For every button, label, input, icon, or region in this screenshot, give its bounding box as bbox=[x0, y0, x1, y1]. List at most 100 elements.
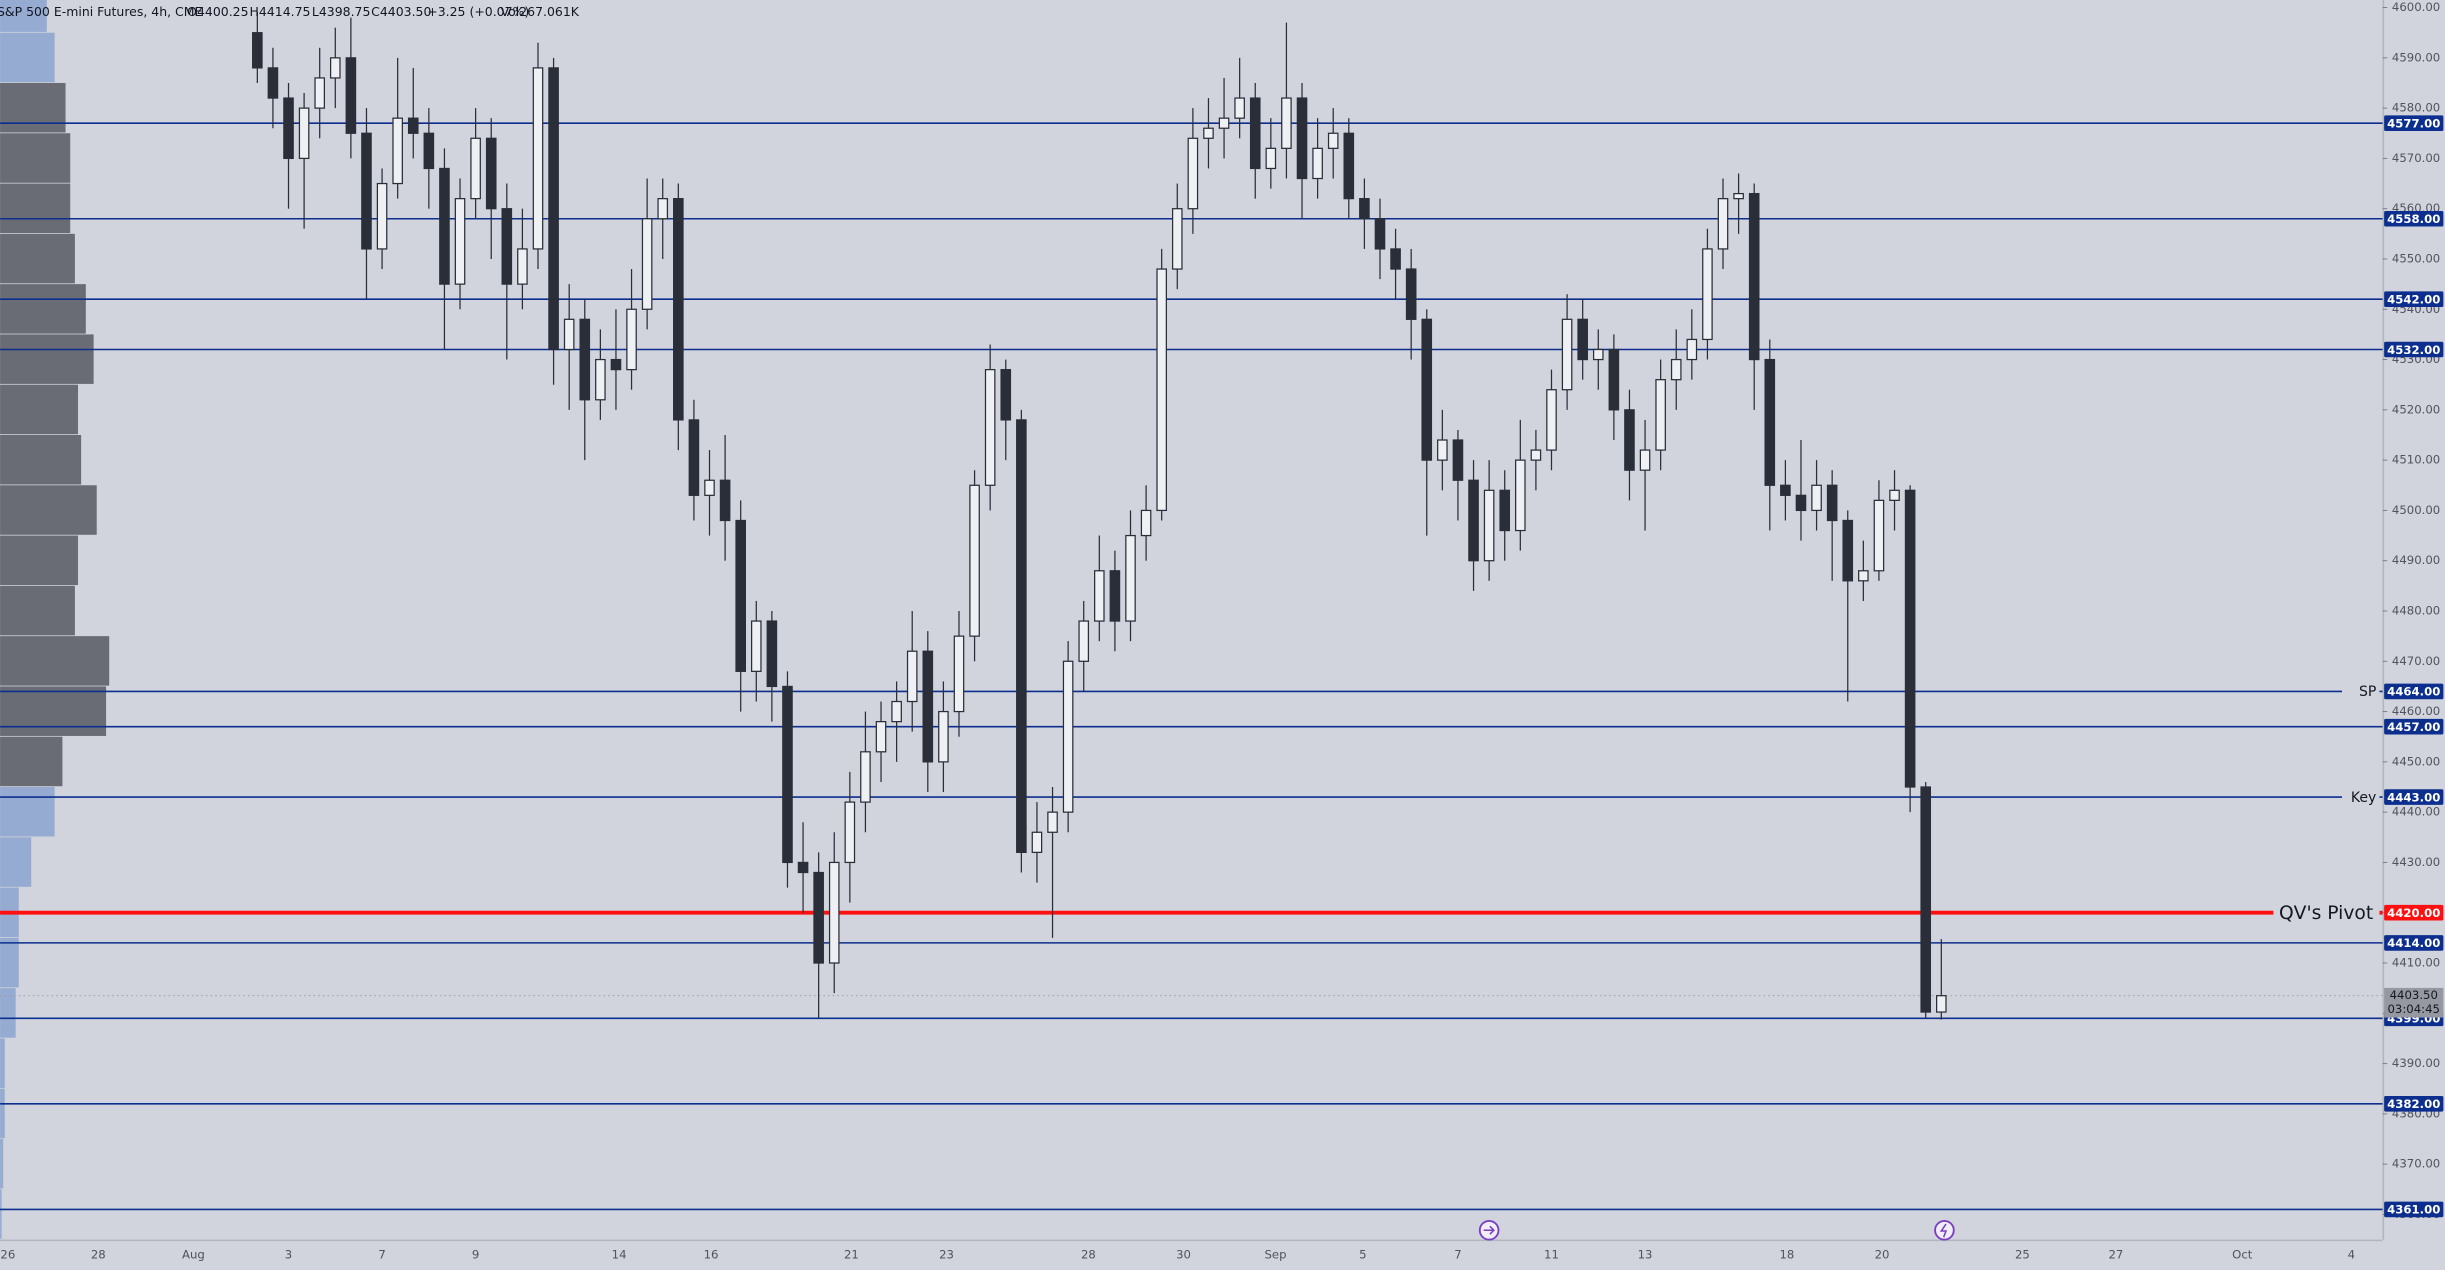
candle-body bbox=[329, 57, 341, 79]
candle-body bbox=[548, 67, 559, 351]
candle-body bbox=[1343, 132, 1355, 200]
candle-body bbox=[875, 721, 887, 753]
candle-body bbox=[423, 132, 435, 170]
y-tick-label: 4410.00 bbox=[2392, 956, 2440, 970]
candle-body bbox=[1109, 570, 1121, 622]
level-label-box bbox=[2384, 935, 2444, 951]
candle-body bbox=[1031, 831, 1043, 854]
candle-body bbox=[1889, 489, 1900, 501]
x-tick-label: 11 bbox=[1544, 1248, 1559, 1262]
candle-body bbox=[298, 107, 310, 160]
level-note-bg bbox=[2342, 786, 2380, 808]
candle-body bbox=[1125, 534, 1136, 622]
candle-body bbox=[1156, 268, 1167, 512]
y-tick-label: 4590.00 bbox=[2392, 50, 2440, 64]
candle-body bbox=[1499, 489, 1511, 532]
level-label-box bbox=[2384, 1201, 2444, 1218]
time-axis: 26 28 Aug 3 7 9 14 16 21 23 28 30 Sep 5 7 11 13 18 20 25 27 O… bbox=[0, 1248, 2355, 1262]
y-tick-label: 4440.00 bbox=[2392, 805, 2440, 819]
candle-body bbox=[579, 318, 591, 401]
volume-bar bbox=[0, 183, 71, 234]
event-icon[interactable] bbox=[1478, 1219, 1500, 1241]
candle-body bbox=[1187, 137, 1199, 210]
candle-body bbox=[1265, 147, 1277, 170]
level-label-box bbox=[2384, 718, 2444, 735]
candle-body bbox=[1702, 248, 1713, 341]
candle-body bbox=[1437, 439, 1448, 461]
x-tick-label: 27 bbox=[2109, 1248, 2124, 1262]
level-label-box bbox=[2384, 1096, 2444, 1112]
level-note: SP bbox=[2359, 684, 2376, 700]
x-tick-label: 30 bbox=[1176, 1248, 1191, 1262]
volume-bar bbox=[0, 32, 55, 83]
x-tick-label: Sep bbox=[1264, 1248, 1286, 1262]
volume-bar bbox=[0, 636, 110, 686]
x-tick-label: 26 bbox=[0, 1248, 15, 1262]
candle-body bbox=[1624, 409, 1635, 471]
level-label: 4414.00 bbox=[2387, 936, 2440, 950]
level-label: 4577.00 bbox=[2387, 116, 2440, 130]
volume-bar bbox=[0, 937, 19, 988]
candle-body bbox=[1140, 509, 1152, 537]
y-tick-label: 4470.00 bbox=[2392, 654, 2440, 668]
candle-body bbox=[1811, 484, 1822, 512]
x-tick-label: 23 bbox=[939, 1248, 954, 1262]
low-value: L4398.75 bbox=[312, 4, 371, 19]
y-tick-label: 4490.00 bbox=[2392, 553, 2440, 567]
candle-body bbox=[252, 32, 263, 69]
candle-body bbox=[1359, 198, 1370, 220]
candle-body bbox=[283, 97, 294, 160]
x-tick-label: 20 bbox=[1875, 1248, 1890, 1262]
candle-body bbox=[595, 358, 606, 401]
candle-body bbox=[1047, 811, 1058, 833]
x-tick-label: 5 bbox=[1359, 1248, 1366, 1262]
x-tick-label: 18 bbox=[1780, 1248, 1795, 1262]
candle-body bbox=[1234, 97, 1245, 119]
volume-bar bbox=[0, 1088, 5, 1139]
volume-bar bbox=[0, 334, 94, 384]
candle-body bbox=[1826, 484, 1838, 522]
candle-body bbox=[1873, 499, 1885, 572]
candle-body bbox=[1733, 192, 1744, 200]
candle-body bbox=[673, 198, 684, 421]
level-label-box bbox=[2384, 210, 2444, 227]
candle-body bbox=[1390, 248, 1401, 270]
volume-bar bbox=[0, 384, 79, 435]
candle-body bbox=[891, 700, 902, 723]
candle-body bbox=[1561, 318, 1573, 391]
high-value: H4414.75 bbox=[250, 4, 311, 19]
volume-bar bbox=[0, 434, 82, 485]
volume-bar bbox=[0, 988, 16, 1038]
volume-bar bbox=[0, 535, 79, 586]
volume-bar bbox=[0, 1189, 2, 1239]
candle-body bbox=[1016, 419, 1027, 854]
candle-body bbox=[1795, 494, 1807, 512]
candle-body bbox=[1608, 348, 1620, 411]
last-price-box bbox=[2384, 987, 2444, 1018]
candle-body bbox=[657, 198, 669, 220]
volume-bar bbox=[0, 485, 97, 535]
candle-body bbox=[361, 132, 372, 250]
level-note: Key bbox=[2351, 790, 2376, 806]
candle-body bbox=[1748, 192, 1760, 361]
event-icon[interactable] bbox=[1934, 1219, 1955, 1241]
y-tick-label: 4600.00 bbox=[2392, 0, 2440, 14]
candle-body bbox=[906, 650, 918, 703]
candle-body bbox=[1405, 268, 1417, 320]
candle-body bbox=[1218, 117, 1230, 129]
y-tick-label: 4480.00 bbox=[2392, 603, 2440, 617]
candle-body bbox=[1312, 147, 1323, 180]
level-label-box bbox=[2384, 115, 2444, 132]
candle-body bbox=[407, 117, 419, 134]
candle-body bbox=[750, 620, 762, 672]
candle-body bbox=[1686, 338, 1698, 361]
candle-body bbox=[1374, 218, 1386, 250]
candle-body bbox=[454, 198, 466, 285]
y-tick-label: 4580.00 bbox=[2392, 101, 2440, 115]
volume-bar bbox=[0, 837, 32, 887]
candle-body bbox=[922, 650, 934, 763]
candle-body bbox=[704, 479, 715, 496]
level-label: 4464.00 bbox=[2387, 685, 2440, 699]
x-tick-label: 4 bbox=[2348, 1248, 2355, 1262]
